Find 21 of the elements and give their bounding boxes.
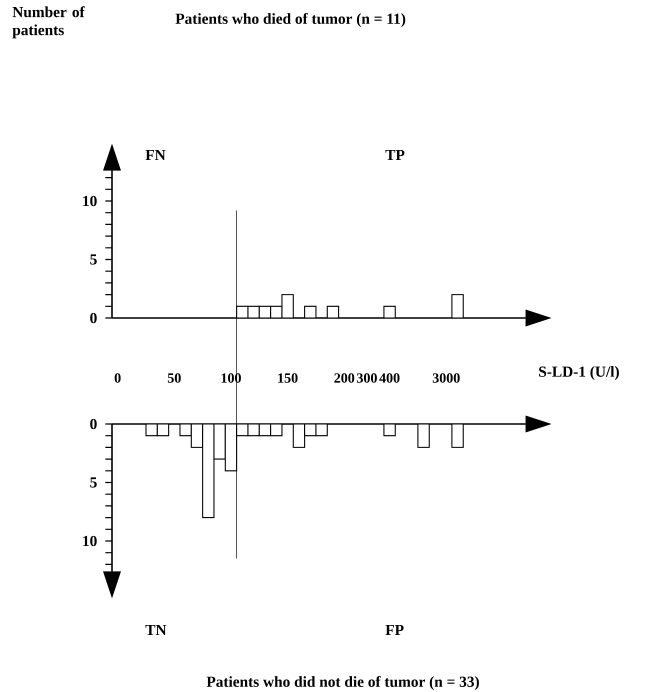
text: FN — [146, 150, 166, 160]
y-tick-label: 10 — [83, 536, 97, 546]
x-axis-title: S-LD-1 (U/l) — [539, 366, 619, 380]
y-axis-title: Number of patients — [12, 6, 85, 38]
y-tick-label: 5 — [90, 477, 97, 488]
text: TP — [386, 150, 404, 160]
y-tick-label: 5 — [90, 254, 97, 265]
chart-title: Patients who died of tumor (n = 11) — [176, 12, 406, 28]
text: FP — [386, 624, 404, 636]
y-tick-label: 10 — [83, 196, 97, 206]
x-tick-label: 300 — [356, 373, 377, 383]
x-tick-label: 0 — [114, 373, 121, 383]
x-tick-label: 3000 — [432, 373, 460, 383]
x-tick-label: 200 — [334, 373, 354, 383]
x-tick-label: 150 — [278, 373, 298, 383]
x-tick-label: 400 — [379, 373, 400, 383]
text: Patients who did not die of tumor (n = 33) — [206, 676, 479, 690]
x-tick-label: 50 — [168, 373, 181, 383]
text: TN — [146, 624, 166, 636]
y-tick-label: 0 — [90, 418, 97, 430]
y-tick-label: 0 — [90, 312, 97, 324]
